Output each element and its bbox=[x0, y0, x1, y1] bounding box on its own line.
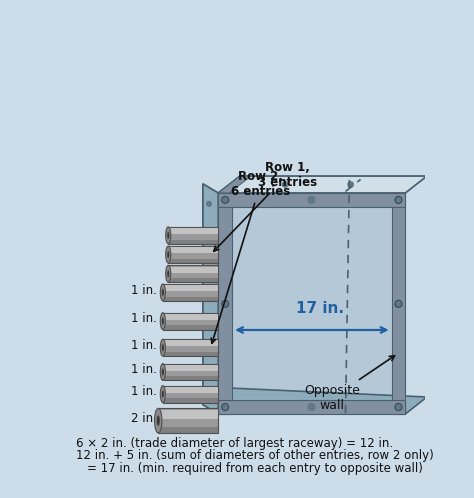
Circle shape bbox=[308, 403, 315, 410]
Bar bbox=[168, 265, 219, 282]
Ellipse shape bbox=[160, 313, 165, 330]
Bar bbox=[168, 248, 219, 253]
Circle shape bbox=[395, 196, 402, 203]
Circle shape bbox=[395, 300, 402, 307]
Text: 1 in.: 1 in. bbox=[131, 339, 157, 352]
Polygon shape bbox=[203, 388, 427, 414]
Bar bbox=[163, 325, 219, 330]
Ellipse shape bbox=[167, 232, 169, 239]
Circle shape bbox=[222, 300, 228, 307]
Text: 6 × 2 in. (trade diameter of largest raceway) = 12 in.: 6 × 2 in. (trade diameter of largest rac… bbox=[76, 437, 393, 450]
Bar bbox=[163, 364, 219, 380]
Bar bbox=[168, 240, 219, 244]
Text: 1 in.: 1 in. bbox=[131, 385, 157, 398]
Polygon shape bbox=[203, 184, 219, 414]
Ellipse shape bbox=[166, 246, 171, 263]
Ellipse shape bbox=[162, 369, 164, 375]
FancyBboxPatch shape bbox=[57, 57, 428, 446]
Bar bbox=[163, 352, 219, 356]
Bar bbox=[163, 297, 219, 301]
Bar bbox=[168, 246, 219, 263]
Circle shape bbox=[222, 403, 228, 410]
Bar bbox=[168, 266, 219, 272]
Polygon shape bbox=[219, 400, 405, 414]
Ellipse shape bbox=[160, 284, 165, 301]
Bar bbox=[158, 410, 219, 419]
Ellipse shape bbox=[166, 227, 171, 244]
Bar bbox=[163, 313, 219, 330]
Ellipse shape bbox=[162, 289, 164, 296]
Bar bbox=[163, 387, 219, 393]
Bar bbox=[163, 285, 219, 291]
Circle shape bbox=[395, 196, 402, 203]
Text: 12 in. + 5 in. (sum of diameters of other entries, row 2 only): 12 in. + 5 in. (sum of diameters of othe… bbox=[76, 449, 434, 462]
Polygon shape bbox=[219, 176, 427, 193]
Bar bbox=[163, 314, 219, 320]
Bar bbox=[163, 365, 219, 371]
Text: 1 in.: 1 in. bbox=[131, 283, 157, 297]
Text: 2 in.: 2 in. bbox=[131, 412, 157, 425]
Circle shape bbox=[308, 196, 315, 203]
Bar bbox=[163, 385, 219, 402]
Circle shape bbox=[222, 196, 228, 203]
Bar bbox=[158, 427, 219, 433]
Bar bbox=[168, 228, 219, 234]
Bar bbox=[168, 278, 219, 282]
Bar bbox=[168, 227, 219, 244]
Circle shape bbox=[395, 300, 402, 307]
Bar bbox=[168, 259, 219, 263]
Ellipse shape bbox=[167, 251, 169, 258]
Ellipse shape bbox=[162, 318, 164, 325]
Bar bbox=[163, 284, 219, 301]
Circle shape bbox=[207, 391, 211, 396]
Circle shape bbox=[395, 403, 402, 410]
Text: Row 2,
6 entries: Row 2, 6 entries bbox=[211, 170, 290, 343]
Circle shape bbox=[283, 182, 288, 187]
Polygon shape bbox=[219, 176, 251, 193]
Ellipse shape bbox=[162, 390, 164, 398]
Ellipse shape bbox=[155, 408, 162, 433]
Circle shape bbox=[207, 297, 211, 302]
Ellipse shape bbox=[157, 415, 160, 426]
Text: 1 in.: 1 in. bbox=[131, 312, 157, 325]
Ellipse shape bbox=[162, 344, 164, 351]
Ellipse shape bbox=[160, 385, 165, 402]
Bar bbox=[163, 398, 219, 402]
Bar bbox=[163, 376, 219, 380]
Ellipse shape bbox=[160, 364, 165, 380]
Text: 1 in.: 1 in. bbox=[131, 363, 157, 376]
Circle shape bbox=[348, 182, 354, 187]
Circle shape bbox=[207, 201, 211, 206]
Polygon shape bbox=[219, 193, 405, 414]
Text: 17 in.: 17 in. bbox=[296, 301, 344, 316]
Ellipse shape bbox=[167, 270, 169, 277]
Text: Opposite
wall: Opposite wall bbox=[304, 356, 395, 412]
Circle shape bbox=[395, 403, 402, 410]
Bar bbox=[163, 339, 219, 356]
Ellipse shape bbox=[166, 265, 171, 282]
Polygon shape bbox=[219, 193, 232, 414]
Ellipse shape bbox=[160, 339, 165, 356]
Bar bbox=[163, 341, 219, 347]
Text: = 17 in. (min. required from each entry to opposite wall): = 17 in. (min. required from each entry … bbox=[87, 462, 423, 475]
Text: Row 1,
3 entries: Row 1, 3 entries bbox=[214, 161, 317, 251]
Polygon shape bbox=[219, 193, 405, 207]
Bar bbox=[158, 408, 219, 433]
Polygon shape bbox=[392, 193, 405, 414]
